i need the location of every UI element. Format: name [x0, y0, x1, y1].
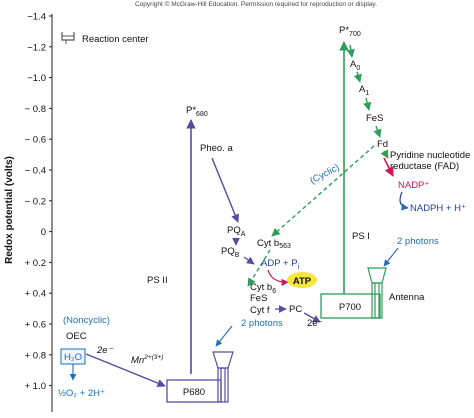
ps2-antenna: [212, 351, 234, 403]
fes-2-label: FeS: [366, 113, 383, 124]
nadph-label: NADPH + H⁺: [410, 203, 466, 214]
axis-tick-label: + 0.8: [25, 350, 46, 361]
a1-to-fes-arrow: [363, 97, 372, 111]
pheo-a-label: Pheo. a: [200, 143, 233, 154]
p700-to-a0-arrow: [346, 44, 355, 58]
fnr-line-1-label: Pyridine nucleotide: [390, 150, 470, 161]
axis-tick-label: + 1.0: [25, 381, 46, 392]
axis-tick-label: + 0.4: [25, 289, 46, 300]
axis-tick-label: −1.4: [27, 12, 46, 23]
axis-tick-label: − 0.2: [25, 196, 46, 207]
p700-label: P700: [339, 302, 361, 313]
axis-tick-label: −1.0: [27, 73, 46, 84]
fes-to-fd-arrow: [373, 125, 382, 138]
oec-label: OEC: [66, 331, 87, 342]
atp-label: ATP: [293, 276, 312, 287]
ps1-photons-label: 2 photons: [397, 236, 439, 247]
cyclic-dashed-arrow: [271, 145, 375, 237]
p680-excited-label: P*680: [186, 105, 208, 118]
pqb-label: PQB: [221, 246, 240, 259]
nadp-to-nadph-arrow: [399, 191, 409, 211]
axis-tick-label: − 0.4: [25, 166, 46, 177]
two-e-1-label: 2e⁻: [307, 318, 323, 329]
axis-tick-label: − 0.8: [25, 104, 46, 115]
atp-highlight: [287, 272, 317, 288]
ps2-photons-label: 2 photons: [241, 318, 283, 329]
axis-tick-label: + 0.2: [25, 258, 46, 269]
ps2-label: PS II: [147, 275, 168, 286]
axis-tick-label: − 0.6: [25, 135, 46, 146]
legend: Reaction center: [61, 32, 149, 45]
axis-tick-label: + 0.6: [25, 320, 46, 331]
water-to-p680-arrow: [85, 353, 166, 388]
ps2-photon-arrow: [215, 325, 233, 347]
nadp-label: NADP⁺: [398, 180, 429, 191]
p700-box: [320, 293, 381, 319]
o2-label: ½O₂ + 2H⁺: [58, 388, 105, 399]
fd-label: Fd: [377, 139, 388, 150]
pqb-to-cytb6-arrow: [243, 256, 255, 265]
legend-label: Reaction center: [82, 34, 149, 45]
axis-tick-label: 0: [41, 227, 46, 238]
cyt-b6-label: Cyt b6: [250, 282, 276, 295]
fnr-to-nadp-arrow: [383, 157, 394, 177]
p700-excited-label: P*700: [339, 25, 361, 38]
pqa-label: PQA: [227, 225, 246, 238]
a0-to-a1-arrow: [353, 71, 362, 83]
two-e-2-label: 2e⁻: [96, 345, 114, 356]
a0-label: A0: [350, 59, 360, 72]
axis-title: Redox potential (volts): [4, 156, 15, 264]
copyright-notice: Copyright © McGraw-Hill Education. Permi…: [135, 0, 377, 8]
pc-label: PC: [289, 304, 302, 315]
fnr-line-2-label: reductase (FAD): [390, 161, 459, 172]
ps1-photon-arrow: [383, 247, 399, 267]
fd-to-fnr-arrow: [380, 149, 389, 159]
a1-label: A1: [359, 84, 369, 97]
reaction-center-icon: [61, 32, 75, 44]
cyclic-return-dashed-arrow: [247, 249, 271, 287]
cyt-b563-label: Cyt b563: [257, 238, 291, 250]
axis-tick-label: −1.2: [27, 42, 46, 53]
p680-label: P680: [183, 387, 205, 398]
noncyclic-label: (Noncyclic): [63, 315, 110, 326]
h2o-label: H₂O: [64, 352, 82, 363]
cyt-f-label: Cyt f: [250, 305, 270, 316]
mn-label: Mn2+(3+): [131, 354, 163, 366]
y-axis: −1.4 −1.2 −1.0 − 0.8 − 0.6 − 0.4 − 0.2 0 + 0.2 + …: [4, 12, 53, 412]
ps1-label: PS I: [352, 231, 370, 242]
adp-to-atp-arrow: [267, 269, 289, 286]
adp-label: ADP + Pi: [261, 258, 300, 271]
fes-1-label: FeS: [250, 293, 267, 304]
pc-to-p700-arrow: [303, 312, 321, 323]
cyclic-label: (Cyclic): [308, 162, 341, 187]
pheo-to-pqa-arrow: [211, 157, 240, 223]
ps1-antenna: [367, 267, 387, 319]
antenna-label: Antenna: [389, 292, 425, 303]
